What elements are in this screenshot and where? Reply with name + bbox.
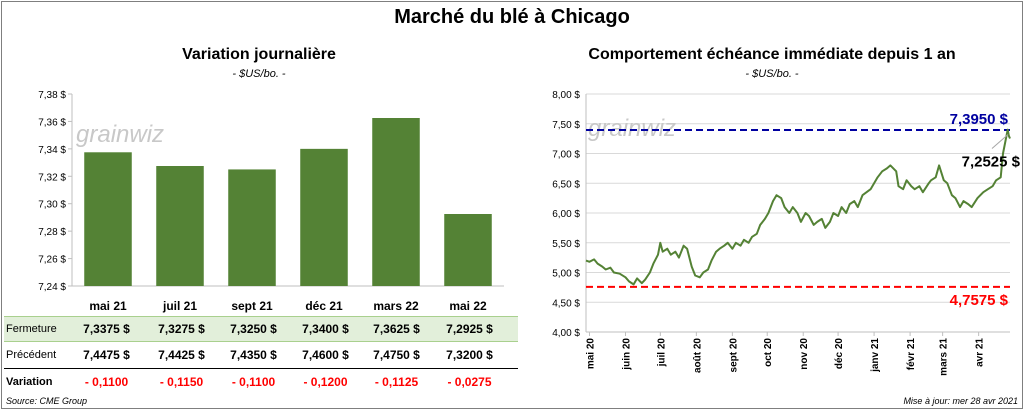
bar — [84, 152, 132, 286]
y-tick-label: 7,30 $ — [38, 200, 66, 211]
x-tick-label: févr 21 — [906, 338, 917, 371]
table-row-precedent: Précédent 7,4475 $ 7,4425 $ 7,4350 $ 7,4… — [4, 342, 518, 369]
x-tick-label: juin 20 — [621, 338, 632, 371]
bar-chart: 7,24 $ 7,26 $ 7,28 $ 7,30 $ 7,32 $ 7,34 $ 7,36… — [38, 90, 504, 313]
reference-label: 4,7575 $ — [950, 292, 1009, 309]
reference-label: 7,3950 $ — [950, 111, 1009, 128]
x-tick-label: nov 20 — [799, 338, 810, 370]
y-tick-label: 7,34 $ — [38, 145, 66, 156]
x-tick-label: mai 22 — [449, 299, 487, 313]
bar — [300, 148, 348, 286]
table-cell: - 0,1125 — [374, 375, 419, 389]
table-cell: 7,3375 $ — [83, 322, 130, 336]
annotation-leader — [991, 134, 1009, 149]
y-tick-label: 7,00 $ — [552, 150, 580, 161]
y-tick-label: 5,00 $ — [552, 269, 580, 280]
y-tick-label: 7,28 $ — [38, 227, 66, 238]
x-tick-label: déc 20 — [834, 338, 845, 370]
y-tick-label: 4,00 $ — [552, 328, 580, 339]
y-tick-label: 4,50 $ — [552, 298, 580, 309]
table-cell: 7,4350 $ — [230, 348, 277, 362]
line-chart: 4,00 $ 4,50 $ 5,00 $ 5,50 $ 6,00 $ 6,50 $ 7,00… — [552, 90, 1021, 376]
line-chart-title: Comportement échéance immédiate depuis 1… — [588, 46, 956, 63]
table-cell: - 0,0275 — [447, 375, 492, 389]
y-tick-label: 7,38 $ — [38, 90, 66, 101]
bar — [156, 166, 204, 286]
y-tick-label: 7,32 $ — [38, 172, 66, 183]
y-tick-label: 7,24 $ — [38, 282, 66, 293]
y-tick-label: 7,26 $ — [38, 255, 66, 266]
table-cell: 7,3625 $ — [373, 322, 420, 336]
table-cell: 7,4475 $ — [83, 348, 130, 362]
row-label: Précédent — [6, 349, 57, 361]
row-label: Fermeture — [6, 323, 57, 335]
line-chart-unit: - $US/bo. - — [745, 68, 799, 80]
table-cell: 7,4600 $ — [302, 348, 349, 362]
x-tick-label: sept 21 — [231, 299, 273, 313]
y-tick-label: 6,50 $ — [552, 179, 580, 190]
table-cell: - 0,1150 — [159, 375, 204, 389]
table-cell: 7,2925 $ — [446, 322, 493, 336]
x-tick-label: août 20 — [692, 338, 703, 373]
watermark: grainwiz — [76, 121, 164, 148]
x-tick-label: sept 20 — [728, 338, 739, 373]
x-tick-label: janv 21 — [870, 338, 881, 373]
table-cell: 7,3275 $ — [158, 322, 205, 336]
x-tick-label: oct 20 — [763, 338, 774, 367]
bar-chart-title: Variation journalière — [182, 46, 336, 63]
x-tick-label: mars 21 — [939, 338, 950, 376]
source-note: Source: CME Group — [6, 396, 88, 406]
x-tick-label: mai 20 — [585, 338, 596, 370]
table-cell: - 0,1100 — [84, 375, 129, 389]
table-cell: 7,3250 $ — [230, 322, 277, 336]
x-tick-label: déc 21 — [305, 299, 343, 313]
bar — [372, 118, 420, 286]
x-tick-label: mai 21 — [89, 299, 127, 313]
y-tick-label: 7,36 $ — [38, 117, 66, 128]
x-tick-label: juil 21 — [162, 299, 197, 313]
price-series-line — [585, 128, 1011, 286]
table-row-fermeture: Fermeture 7,3375 $ 7,3275 $ 7,3250 $ 7,3… — [4, 316, 518, 342]
x-tick-label: juil 20 — [656, 338, 667, 368]
y-tick-label: 6,00 $ — [552, 209, 580, 220]
main-title: Marché du blé à Chicago — [394, 6, 630, 28]
table-cell: - 0,1100 — [231, 375, 276, 389]
annotation-label: 7,2525 $ — [962, 153, 1021, 170]
table-cell: 7,4425 $ — [158, 348, 205, 362]
x-tick-label: mars 22 — [373, 299, 419, 313]
bar — [444, 214, 492, 286]
table-cell: 7,3200 $ — [446, 348, 493, 362]
price-table: Fermeture 7,3375 $ 7,3275 $ 7,3250 $ 7,3… — [4, 316, 518, 395]
table-cell: - 0,1200 — [303, 375, 348, 389]
y-tick-label: 8,00 $ — [552, 90, 580, 101]
x-tick-label: avr 21 — [975, 338, 986, 367]
bar — [228, 169, 276, 286]
watermark: grainwiz — [588, 115, 676, 142]
bar-chart-unit: - $US/bo. - — [232, 68, 286, 80]
table-cell: 7,3400 $ — [302, 322, 349, 336]
table-cell: 7,4750 $ — [373, 348, 420, 362]
y-tick-label: 5,50 $ — [552, 239, 580, 250]
row-label: Variation — [6, 376, 53, 388]
update-note: Mise à jour: mer 28 avr 2021 — [903, 396, 1018, 406]
y-tick-label: 7,50 $ — [552, 120, 580, 131]
table-row-variation: Variation - 0,1100 - 0,1150 - 0,1100 - 0… — [4, 369, 518, 395]
